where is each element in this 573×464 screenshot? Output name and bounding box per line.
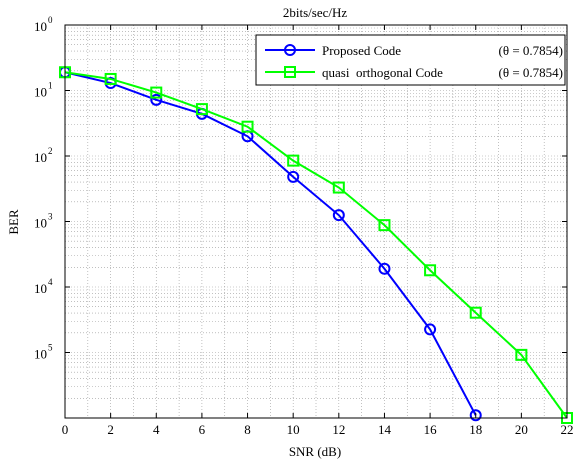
x-tick-label: 4: [153, 422, 160, 437]
y-tick-label-base: 10: [34, 216, 47, 231]
y-tick-label-base: 10: [34, 150, 47, 165]
grid-lines: [65, 25, 567, 418]
data-point-circle: [287, 170, 300, 183]
data-point-circle: [469, 409, 482, 422]
axis-ticks: [64, 24, 568, 419]
x-tick-label: 18: [469, 422, 482, 437]
data-point-square: [424, 264, 437, 277]
y-tick-label-exponent: 2: [48, 146, 53, 156]
series-line-0: [64, 71, 477, 416]
y-tick-label-exponent: 4: [48, 277, 53, 287]
legend-marker-proposed: [284, 44, 296, 56]
x-tick-label: 14: [378, 422, 392, 437]
y-tick-label-exponent: 0: [48, 15, 53, 25]
x-tick-label: 8: [244, 422, 251, 437]
x-tick-label: 16: [424, 422, 438, 437]
y-tick-label-base: 10: [34, 281, 47, 296]
data-point-square: [378, 219, 391, 232]
legend-param-quasi: (θ = 0.7854): [499, 65, 563, 80]
x-tick-label: 20: [515, 422, 528, 437]
x-tick-label: 22: [561, 422, 573, 437]
data-point-square: [332, 181, 345, 194]
data-point-circle: [378, 262, 391, 275]
data-point-circle: [332, 209, 345, 222]
legend-param-proposed: (θ = 0.7854): [499, 43, 563, 58]
data-point-square: [195, 103, 208, 116]
legend-label-proposed: Proposed Code: [322, 43, 401, 58]
data-point-square: [469, 306, 482, 319]
x-axis-label: SNR (dB): [289, 444, 341, 459]
x-tick-label: 10: [287, 422, 300, 437]
y-tick-label-exponent: 5: [48, 343, 53, 353]
x-tick-labels: 0 2 4 6 8 10 12 14 16 18 20 22: [62, 422, 573, 437]
y-tick-label-base: 10: [34, 85, 47, 100]
data-point-circle: [150, 93, 163, 106]
y-tick-label-exponent: 1: [48, 81, 53, 91]
y-tick-label-exponent: 3: [48, 212, 53, 222]
legend-box: [255, 34, 566, 86]
y-axis-label: BER: [6, 209, 21, 235]
data-point-square: [104, 72, 117, 85]
data-point-square: [515, 348, 528, 361]
y-tick-label-base: 10: [34, 347, 47, 362]
legend: Proposed Code (θ = 0.7854) quasi orthogo…: [255, 34, 566, 86]
series-layer: [59, 66, 573, 424]
data-point-square: [241, 120, 254, 133]
chart-title: 2bits/sec/Hz: [283, 5, 347, 20]
x-tick-label: 6: [199, 422, 206, 437]
data-point-circle: [424, 323, 437, 336]
y-tick-label-base: 10: [34, 19, 47, 34]
x-tick-label: 12: [332, 422, 345, 437]
x-tick-label: 0: [62, 422, 69, 437]
series-line-1: [64, 71, 568, 419]
data-point-square: [287, 154, 300, 167]
legend-marker-quasi: [284, 66, 296, 78]
x-tick-label: 2: [107, 422, 114, 437]
legend-label-quasi: quasi orthogonal Code: [322, 65, 443, 80]
data-point-square: [150, 86, 163, 99]
